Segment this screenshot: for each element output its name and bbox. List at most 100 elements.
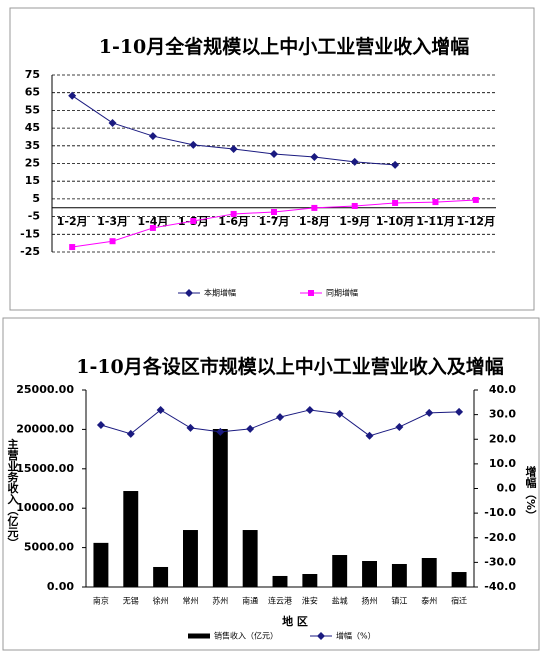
marker xyxy=(216,427,225,436)
marker xyxy=(149,224,156,231)
marker xyxy=(310,152,319,161)
marker xyxy=(148,132,157,141)
marker xyxy=(230,210,237,217)
chart-frame xyxy=(2,317,540,651)
marker xyxy=(156,405,165,414)
marker xyxy=(68,91,77,100)
marker xyxy=(189,140,198,149)
marker xyxy=(455,407,464,416)
marker xyxy=(351,202,358,209)
marker xyxy=(432,199,439,206)
marker xyxy=(308,290,314,296)
y-tick-label: -5 xyxy=(28,210,40,223)
marker xyxy=(365,431,374,440)
bar xyxy=(332,555,348,587)
y2-axis-title: 增幅（%） xyxy=(524,465,538,521)
y2-tick-label: -40.0 xyxy=(484,580,516,593)
y-tick-label: 20000.00 xyxy=(16,422,74,435)
y-tick-label: 15000.00 xyxy=(16,462,74,475)
marker xyxy=(317,632,325,640)
y-tick-label: 35 xyxy=(25,139,40,152)
x-tick-label: 扬州 xyxy=(362,596,378,606)
marker xyxy=(276,413,284,422)
bar xyxy=(362,560,377,587)
y-tick-label: 10000.00 xyxy=(16,501,74,514)
legend-label: 同期增幅 xyxy=(326,288,358,298)
chart-frame xyxy=(9,7,535,311)
legend-swatch xyxy=(188,633,210,639)
y2-tick-label: 40.0 xyxy=(489,383,516,396)
marker xyxy=(229,144,238,153)
bar xyxy=(391,563,407,587)
y-tick-label: 5000.00 xyxy=(24,541,74,554)
y-axis-title: 主营业务收入（亿元） xyxy=(6,437,20,548)
y-tick-label: 45 xyxy=(25,121,40,134)
marker xyxy=(190,218,197,225)
bar xyxy=(183,530,198,587)
marker xyxy=(425,408,434,417)
marker xyxy=(69,244,76,251)
x-tick-label: 无锡 xyxy=(123,597,139,606)
marker xyxy=(271,208,277,215)
x-tick-label: 盐城 xyxy=(332,596,348,606)
x-tick-label: 泰州 xyxy=(421,596,437,606)
x-tick-label: 1-12月 xyxy=(457,215,496,228)
marker xyxy=(392,199,399,206)
marker xyxy=(335,409,344,418)
x-tick-label: 1-3月 xyxy=(97,215,128,228)
y2-tick-label: -20.0 xyxy=(484,531,516,544)
x-tick-label: 1-6月 xyxy=(218,215,249,228)
x-tick-label: 1-2月 xyxy=(57,215,88,228)
y-tick-label: 0.00 xyxy=(47,580,74,593)
marker xyxy=(126,429,135,438)
chart-title: 1-10月各设区市规模以上中小工业营业收入及增幅 xyxy=(76,355,504,378)
x-tick-label: 苏州 xyxy=(212,596,228,606)
legend-label: 本期增幅 xyxy=(204,288,236,298)
marker xyxy=(311,204,318,211)
y-tick-label: 15 xyxy=(25,174,40,187)
x-tick-label: 南通 xyxy=(242,596,258,606)
bar xyxy=(123,491,139,587)
line xyxy=(71,95,396,166)
y2-tick-label: -10.0 xyxy=(484,506,516,519)
chart-title: 1-10月全省规模以上中小工业营业收入增幅 xyxy=(99,35,470,58)
x-tick-label: 1-10月 xyxy=(376,215,415,228)
y-tick-label: 5 xyxy=(32,192,40,205)
x-tick-label: 南京 xyxy=(93,596,109,606)
x-tick-label: 宿迁 xyxy=(451,596,467,606)
bar xyxy=(272,575,288,587)
marker xyxy=(96,420,105,429)
y-tick-label: 55 xyxy=(25,103,40,116)
marker xyxy=(246,424,255,433)
y2-tick-label: 30.0 xyxy=(489,408,516,421)
y-tick-label: 65 xyxy=(25,86,40,99)
x-tick-label: 常州 xyxy=(182,597,198,606)
y-tick-label: 25000.00 xyxy=(16,383,74,396)
legend-label: 增幅（%） xyxy=(336,631,376,641)
marker xyxy=(305,405,314,414)
x-tick-label: 1-8月 xyxy=(299,215,330,228)
x-tick-label: 1-11月 xyxy=(416,215,455,228)
y2-tick-label: 20.0 xyxy=(489,432,516,445)
x-tick-label: 1-7月 xyxy=(259,215,290,228)
marker xyxy=(350,157,359,166)
marker xyxy=(472,196,479,203)
x-tick-label: 连云港 xyxy=(268,596,292,606)
marker xyxy=(391,160,400,169)
y2-tick-label: -30.0 xyxy=(484,555,516,568)
y-tick-label: -15 xyxy=(20,227,40,240)
marker xyxy=(185,289,193,297)
x-tick-label: 镇江 xyxy=(391,596,407,606)
bar xyxy=(242,530,258,587)
marker xyxy=(186,423,195,432)
x-tick-label: 1-9月 xyxy=(339,215,370,228)
marker xyxy=(270,149,278,158)
marker xyxy=(108,118,117,127)
x-tick-label: 淮安 xyxy=(302,596,318,606)
bar xyxy=(212,429,228,587)
x-tick-label: 1-4月 xyxy=(137,215,168,228)
bar xyxy=(421,558,437,587)
y2-tick-label: 10.0 xyxy=(489,457,516,470)
bar xyxy=(451,572,467,587)
